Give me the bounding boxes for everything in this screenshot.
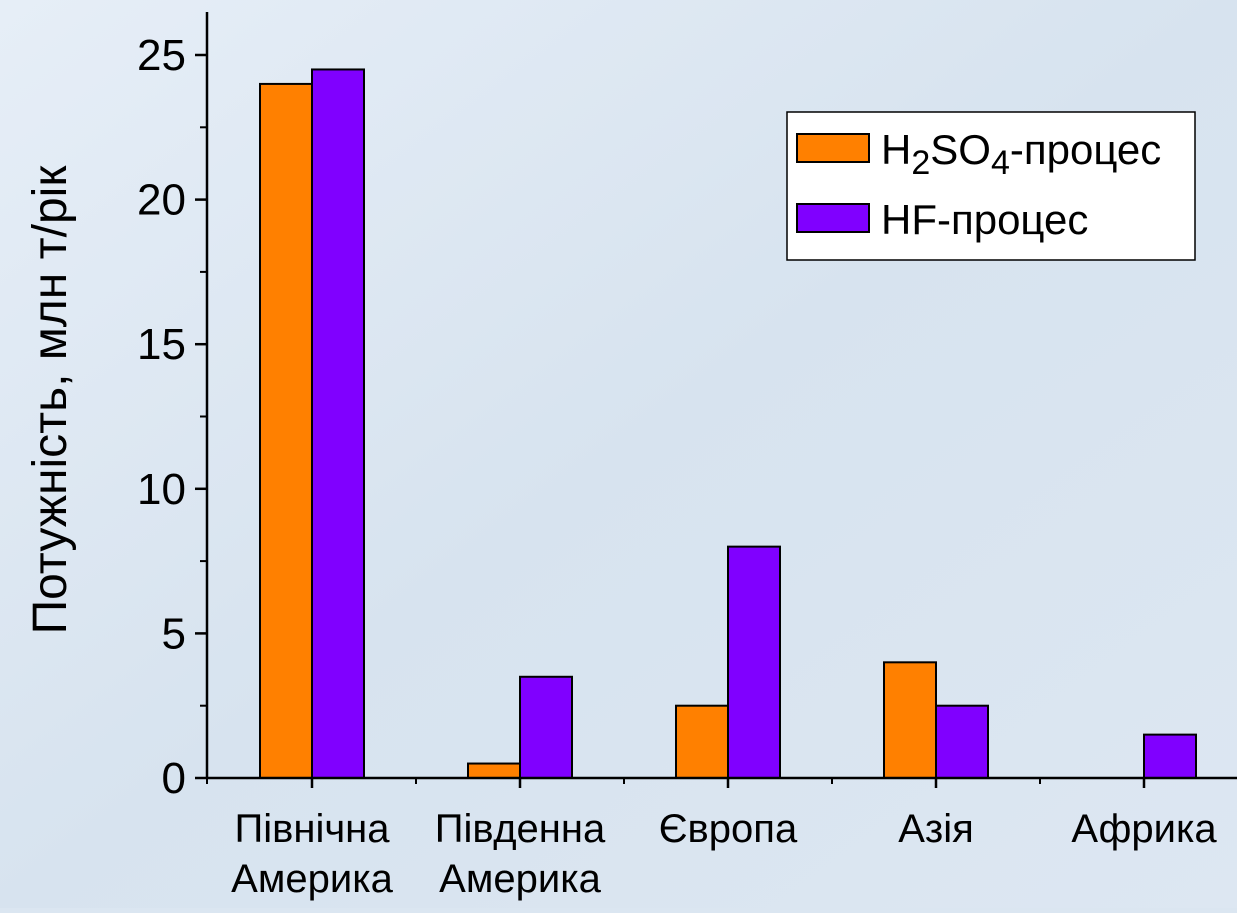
- bar-s0-c3: [883, 661, 937, 780]
- bar-s1-c3: [935, 704, 989, 780]
- legend-label-hf: HF-процес: [881, 196, 1088, 243]
- x-tick-label-1: Південна Америка: [435, 807, 606, 901]
- bars-layer: [259, 68, 1197, 780]
- legend: H2SO4-процес HF-процес: [786, 111, 1196, 261]
- bar-s0-c2: [675, 704, 729, 780]
- x-tick-label-2: Європа: [659, 807, 798, 851]
- bar-s1-c0: [311, 68, 365, 779]
- bar-s1-c4: [1143, 733, 1197, 779]
- y-tick-label-3: 15: [137, 320, 186, 369]
- y-axis-label: Потужність, млн т/рік: [24, 165, 77, 635]
- x-tick-label-0: Північна Америка: [231, 807, 393, 901]
- bar-s0-c1: [467, 762, 521, 779]
- bar-s1-c2: [727, 545, 781, 780]
- legend-label-h2so4: H2SO4-процес: [881, 126, 1161, 182]
- bar-s1-c1: [519, 675, 573, 780]
- y-tick-label-4: 20: [137, 176, 186, 225]
- axes-layer: 0 5 10 15 20 25 Північна Америка Південна Америка…: [137, 12, 1237, 901]
- y-tick-label-2: 10: [137, 465, 186, 514]
- y-tick-label-5: 25: [137, 31, 186, 80]
- x-tick-label-3: Азія: [898, 807, 974, 851]
- x-tick-label-4: Африка: [1071, 807, 1217, 851]
- legend-swatch-hf: [796, 203, 870, 233]
- y-tick-label-1: 5: [162, 609, 186, 658]
- bar-s0-c0: [259, 82, 313, 780]
- legend-swatch-h2so4: [796, 133, 870, 163]
- y-tick-label-0: 0: [162, 754, 186, 803]
